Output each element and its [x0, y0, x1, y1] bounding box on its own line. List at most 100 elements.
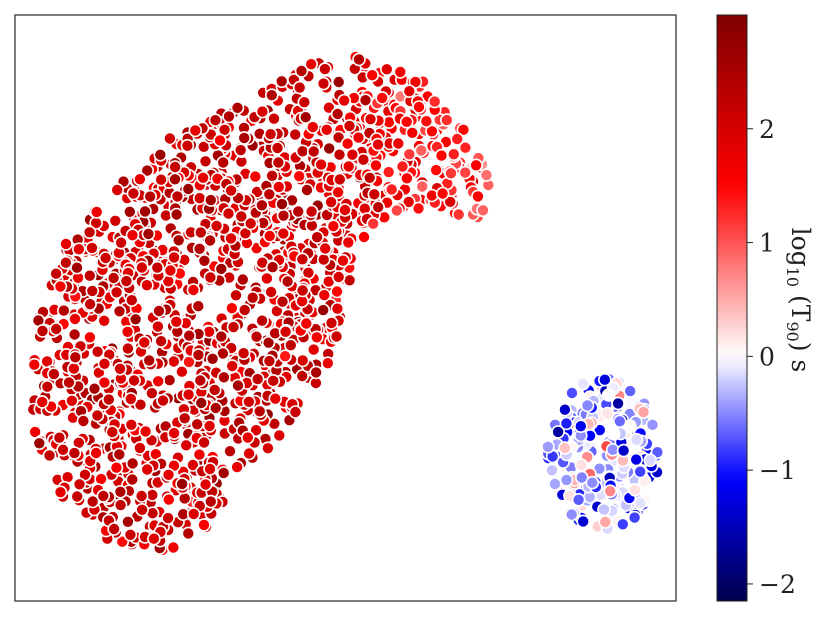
scatter-point — [318, 62, 332, 76]
scatter-point — [114, 235, 128, 250]
scatter-point — [140, 278, 154, 293]
scatter-point — [128, 312, 143, 327]
scatter-point — [295, 144, 310, 159]
scatter-point — [175, 364, 189, 379]
scatter-point — [565, 386, 579, 400]
scatter-point — [408, 75, 423, 89]
scatter-point — [179, 438, 193, 453]
scatter-point — [429, 163, 443, 177]
scatter-point — [427, 94, 442, 109]
scatter-point — [127, 373, 141, 388]
scatter-point — [395, 159, 410, 174]
scatter-point — [330, 284, 344, 299]
scatter-point — [170, 189, 185, 204]
scatter-point — [175, 477, 189, 491]
scatter-point — [198, 477, 213, 492]
scatter-point — [197, 253, 212, 268]
scatter-point — [188, 123, 203, 138]
scatter-point — [108, 214, 123, 228]
scatter-point — [143, 189, 157, 204]
scatter-point — [310, 230, 324, 244]
scatter-point — [52, 430, 67, 445]
scatter-point — [600, 406, 615, 421]
scatter-point — [316, 252, 331, 267]
scatter-point — [113, 484, 128, 499]
scatter-point — [278, 349, 292, 364]
scatter-point — [133, 172, 147, 186]
colorbar-label-base-subscript: 10 — [783, 267, 802, 287]
scatter-point — [67, 361, 81, 376]
plot-frame — [14, 14, 677, 602]
scatter-point — [274, 74, 289, 89]
scatter-point — [177, 491, 192, 506]
scatter-point — [471, 189, 485, 204]
scatter-point — [70, 489, 84, 504]
scatter-point — [147, 531, 161, 546]
scatter-point — [264, 285, 278, 299]
scatter-point — [72, 477, 87, 492]
scatter-point — [140, 462, 154, 477]
scatter-point — [434, 148, 449, 163]
scatter-point — [134, 489, 149, 503]
scatter-point — [260, 271, 274, 286]
scatter-point — [167, 354, 181, 369]
scatter-point — [102, 392, 116, 407]
scatter-point — [356, 152, 371, 167]
scatter-point — [82, 225, 97, 240]
scatter-point — [231, 378, 245, 393]
scatter-point — [112, 304, 127, 319]
scatter-point — [83, 268, 97, 283]
scatter-point — [49, 322, 64, 336]
scatter-point — [265, 169, 279, 183]
scatter-point — [40, 379, 55, 394]
scatter-point — [162, 492, 176, 507]
scatter-point — [250, 372, 265, 386]
scatter-point — [297, 95, 312, 109]
scatter-point — [87, 381, 102, 396]
scatter-point — [163, 131, 177, 146]
scatter-point — [97, 356, 112, 371]
scatter-point — [623, 384, 638, 398]
scatter-point — [342, 119, 357, 133]
scatter-point — [288, 405, 303, 419]
scatter-point — [216, 346, 230, 361]
scatter-point — [53, 485, 68, 500]
scatter-point — [224, 183, 238, 198]
scatter-point — [123, 527, 138, 542]
scatter-point — [300, 183, 314, 197]
scatter-point — [393, 65, 408, 79]
scatter-point — [107, 522, 121, 536]
scatter-point — [352, 52, 366, 67]
scatter-point — [203, 462, 217, 476]
scatter-point — [341, 159, 356, 174]
colorbar-tick-label: −2 — [759, 570, 796, 599]
scatter-point — [295, 283, 310, 298]
scatter-point — [322, 141, 337, 156]
scatter-point — [242, 394, 256, 409]
scatter-point — [186, 283, 201, 297]
scatter-point — [384, 182, 399, 197]
scatter-point — [283, 338, 298, 353]
scatter-point — [263, 127, 278, 141]
scatter-point — [249, 329, 264, 344]
scatter-point — [616, 443, 631, 458]
scatter-point — [295, 369, 310, 383]
scatter-point — [324, 316, 339, 330]
scatter-point — [316, 76, 331, 91]
scatter-point — [411, 201, 426, 216]
scatter-point — [571, 492, 586, 507]
scatter-point — [224, 231, 238, 246]
scatter-point — [340, 136, 355, 151]
colorbar-label: log10 (T90) s — [783, 228, 815, 373]
scatter-point — [153, 148, 168, 162]
scatter-point — [47, 367, 61, 381]
scatter-point — [194, 225, 208, 240]
scatter-point — [576, 376, 590, 391]
scatter-point — [35, 395, 50, 409]
scatter-point — [90, 344, 105, 359]
scatter-point — [181, 387, 196, 402]
scatter-point — [53, 279, 68, 294]
scatter-point — [181, 526, 196, 541]
